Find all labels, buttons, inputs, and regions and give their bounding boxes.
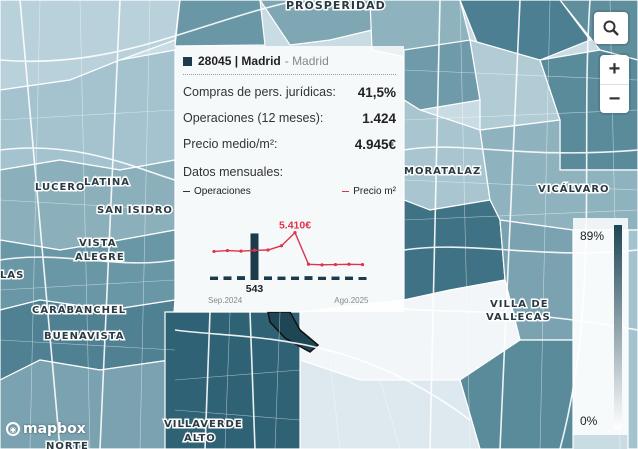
- price-point: [320, 263, 324, 267]
- map-label-lucero: LUCERO: [35, 182, 86, 193]
- map-label-latina: LATINA: [84, 177, 130, 188]
- zoom-out-button[interactable]: −: [608, 88, 621, 110]
- map-label-alegre: ALEGRE: [75, 252, 125, 263]
- legend-precio: Precio m²: [342, 186, 396, 197]
- price-point: [279, 244, 284, 248]
- price-point: [252, 248, 257, 252]
- operations-bar: [358, 277, 367, 280]
- price-point: [347, 262, 351, 266]
- price-point: [266, 248, 270, 252]
- mapbox-wordmark: mapbox: [23, 421, 86, 437]
- price-point: [306, 262, 311, 266]
- search-button[interactable]: [594, 12, 628, 44]
- stat-value: 4.945€: [354, 136, 396, 152]
- price-point: [239, 249, 243, 253]
- map-label-carabanchel: CARABANCHEL: [32, 305, 126, 316]
- price-point: [333, 262, 338, 267]
- price-data-label: 5.410€: [279, 220, 311, 232]
- chart-legend: Operaciones Precio m²: [183, 186, 396, 197]
- operations-bar: [210, 276, 218, 280]
- popup-header: 28045 | Madrid - Madrid: [183, 54, 396, 75]
- color-swatch: [183, 56, 192, 66]
- stat-row: Compras de pers. jurídicas: 41,5%: [183, 83, 396, 101]
- x-tick-label: Ago.2025: [334, 296, 369, 305]
- operations-bar: [304, 276, 313, 280]
- scale-min: 0%: [580, 414, 598, 428]
- stat-value: 41,5%: [357, 84, 396, 100]
- monthly-chart: 543 5.410€ Sep.2024 Ago.2025: [208, 220, 369, 305]
- stat-row: Precio medio/m²: 4.945€: [183, 135, 396, 153]
- zoom-control: + −: [600, 55, 629, 113]
- operations-bar: [277, 276, 286, 280]
- price-point: [293, 230, 297, 235]
- map-label-buenavista: BUENAVISTA: [44, 331, 124, 342]
- operations-bar: [345, 276, 353, 280]
- stat-label: Precio medio/m²:: [183, 137, 278, 151]
- legend-operaciones: Operaciones: [183, 186, 251, 197]
- stat-row: Operaciones (12 meses): 1.424: [183, 109, 396, 127]
- map-label-moratalaz: MORATALAZ: [404, 166, 481, 177]
- map-label-san-isidro: SAN ISIDRO: [97, 205, 173, 216]
- operations-bar: [264, 276, 272, 280]
- map-label-norte: NORTE: [46, 441, 89, 449]
- map-label-alto: ALTO: [184, 433, 216, 444]
- operations-bar: [291, 276, 299, 280]
- scale-max: 89%: [580, 229, 605, 243]
- map-label-prosperidad: PROSPERIDAD: [286, 0, 386, 12]
- color-scale: 89% 0%: [573, 218, 628, 435]
- stat-label: Operaciones (12 meses):: [183, 111, 324, 125]
- postal-code-popup: 28045 | Madrid - Madrid Compras de pers.…: [175, 46, 404, 312]
- map-label-vista: VISTA: [79, 238, 116, 249]
- operations-bar: [250, 233, 259, 280]
- stat-label: Compras de pers. jurídicas:: [183, 85, 336, 99]
- mapbox-icon: ◉: [6, 422, 20, 436]
- price-point: [360, 262, 365, 267]
- search-icon: [603, 20, 619, 36]
- monthly-title: Datos mensuales:: [183, 165, 284, 179]
- operations-data-label: 543: [246, 283, 264, 295]
- x-tick-label: Sep.2024: [208, 296, 243, 305]
- price-line: [213, 231, 363, 266]
- map-label-villa-de: VILLA DE: [490, 299, 549, 310]
- popup-title: 28045 | Madrid: [198, 54, 281, 68]
- operations-bar: [318, 276, 326, 280]
- map-label-villaverde: VILLAVERDE: [164, 419, 243, 430]
- stat-value: 1.424: [362, 110, 396, 126]
- operations-bar: [237, 276, 245, 280]
- scale-gradient: [614, 225, 622, 429]
- map-label-vallecas: VALLECAS: [486, 312, 551, 323]
- popup-city: - Madrid: [284, 54, 329, 68]
- operations-bar: [331, 276, 340, 280]
- operations-bar: [223, 276, 232, 280]
- mapbox-logo: ◉ mapbox: [6, 421, 86, 437]
- zoom-in-button[interactable]: +: [600, 55, 629, 85]
- map-label-las: LAS: [0, 270, 24, 281]
- map-label-vicalvaro: VICÁLVARO: [538, 182, 610, 195]
- price-point: [212, 249, 216, 254]
- price-point: [225, 248, 230, 253]
